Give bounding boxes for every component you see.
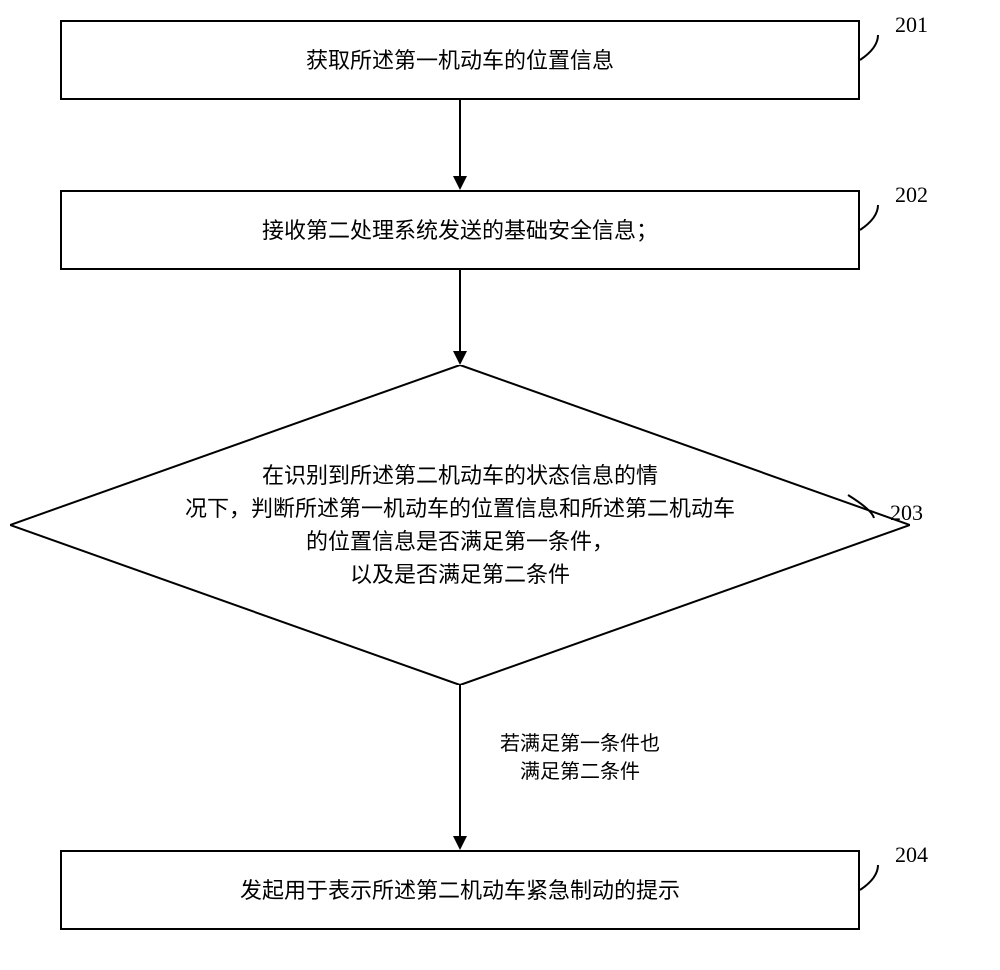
diamond-line4: 以及是否满足第二条件 bbox=[350, 562, 570, 587]
diamond-content: 在识别到所述第二机动车的状态信息的情 况下，判断所述第一机动车的位置信息和所述第… bbox=[185, 459, 735, 591]
edge3-text: 若满足第一条件也 满足第二条件 bbox=[500, 730, 660, 786]
diamond-line2: 况下，判断所述第一机动车的位置信息和所述第二机动车 bbox=[185, 496, 735, 521]
arrow-1-head bbox=[453, 176, 467, 190]
arrow-3-line bbox=[459, 685, 461, 838]
arrow-2-line bbox=[459, 270, 461, 353]
diamond-text-container: 在识别到所述第二机动车的状态信息的情 况下，判断所述第一机动车的位置信息和所述第… bbox=[10, 365, 910, 685]
label-204: 204 bbox=[895, 842, 928, 868]
diamond-line1: 在识别到所述第二机动车的状态信息的情 bbox=[262, 463, 658, 488]
edge3-line1: 若满足第一条件也 bbox=[500, 733, 660, 755]
flowchart-container: 获取所述第一机动车的位置信息 201 接收第二处理系统发送的基础安全信息； 20… bbox=[0, 0, 1000, 970]
label-202: 202 bbox=[895, 182, 928, 208]
edge-3-label: 若满足第一条件也 满足第二条件 bbox=[500, 730, 660, 786]
label-201: 201 bbox=[895, 12, 928, 38]
edge3-line2: 满足第二条件 bbox=[520, 761, 640, 783]
decision-diamond: 在识别到所述第二机动车的状态信息的情 况下，判断所述第一机动车的位置信息和所述第… bbox=[10, 365, 910, 685]
process-box-1: 获取所述第一机动车的位置信息 bbox=[60, 20, 860, 100]
arrow-3-head bbox=[453, 836, 467, 850]
arrow-1-line bbox=[459, 100, 461, 178]
arrow-2-head bbox=[453, 351, 467, 365]
process-box-2: 接收第二处理系统发送的基础安全信息； bbox=[60, 190, 860, 270]
box2-text: 接收第二处理系统发送的基础安全信息； bbox=[262, 214, 658, 247]
box4-text: 发起用于表示所述第二机动车紧急制动的提示 bbox=[240, 874, 680, 907]
box1-text: 获取所述第一机动车的位置信息 bbox=[306, 44, 614, 77]
diamond-line3: 的位置信息是否满足第一条件， bbox=[306, 529, 614, 554]
process-box-4: 发起用于表示所述第二机动车紧急制动的提示 bbox=[60, 850, 860, 930]
